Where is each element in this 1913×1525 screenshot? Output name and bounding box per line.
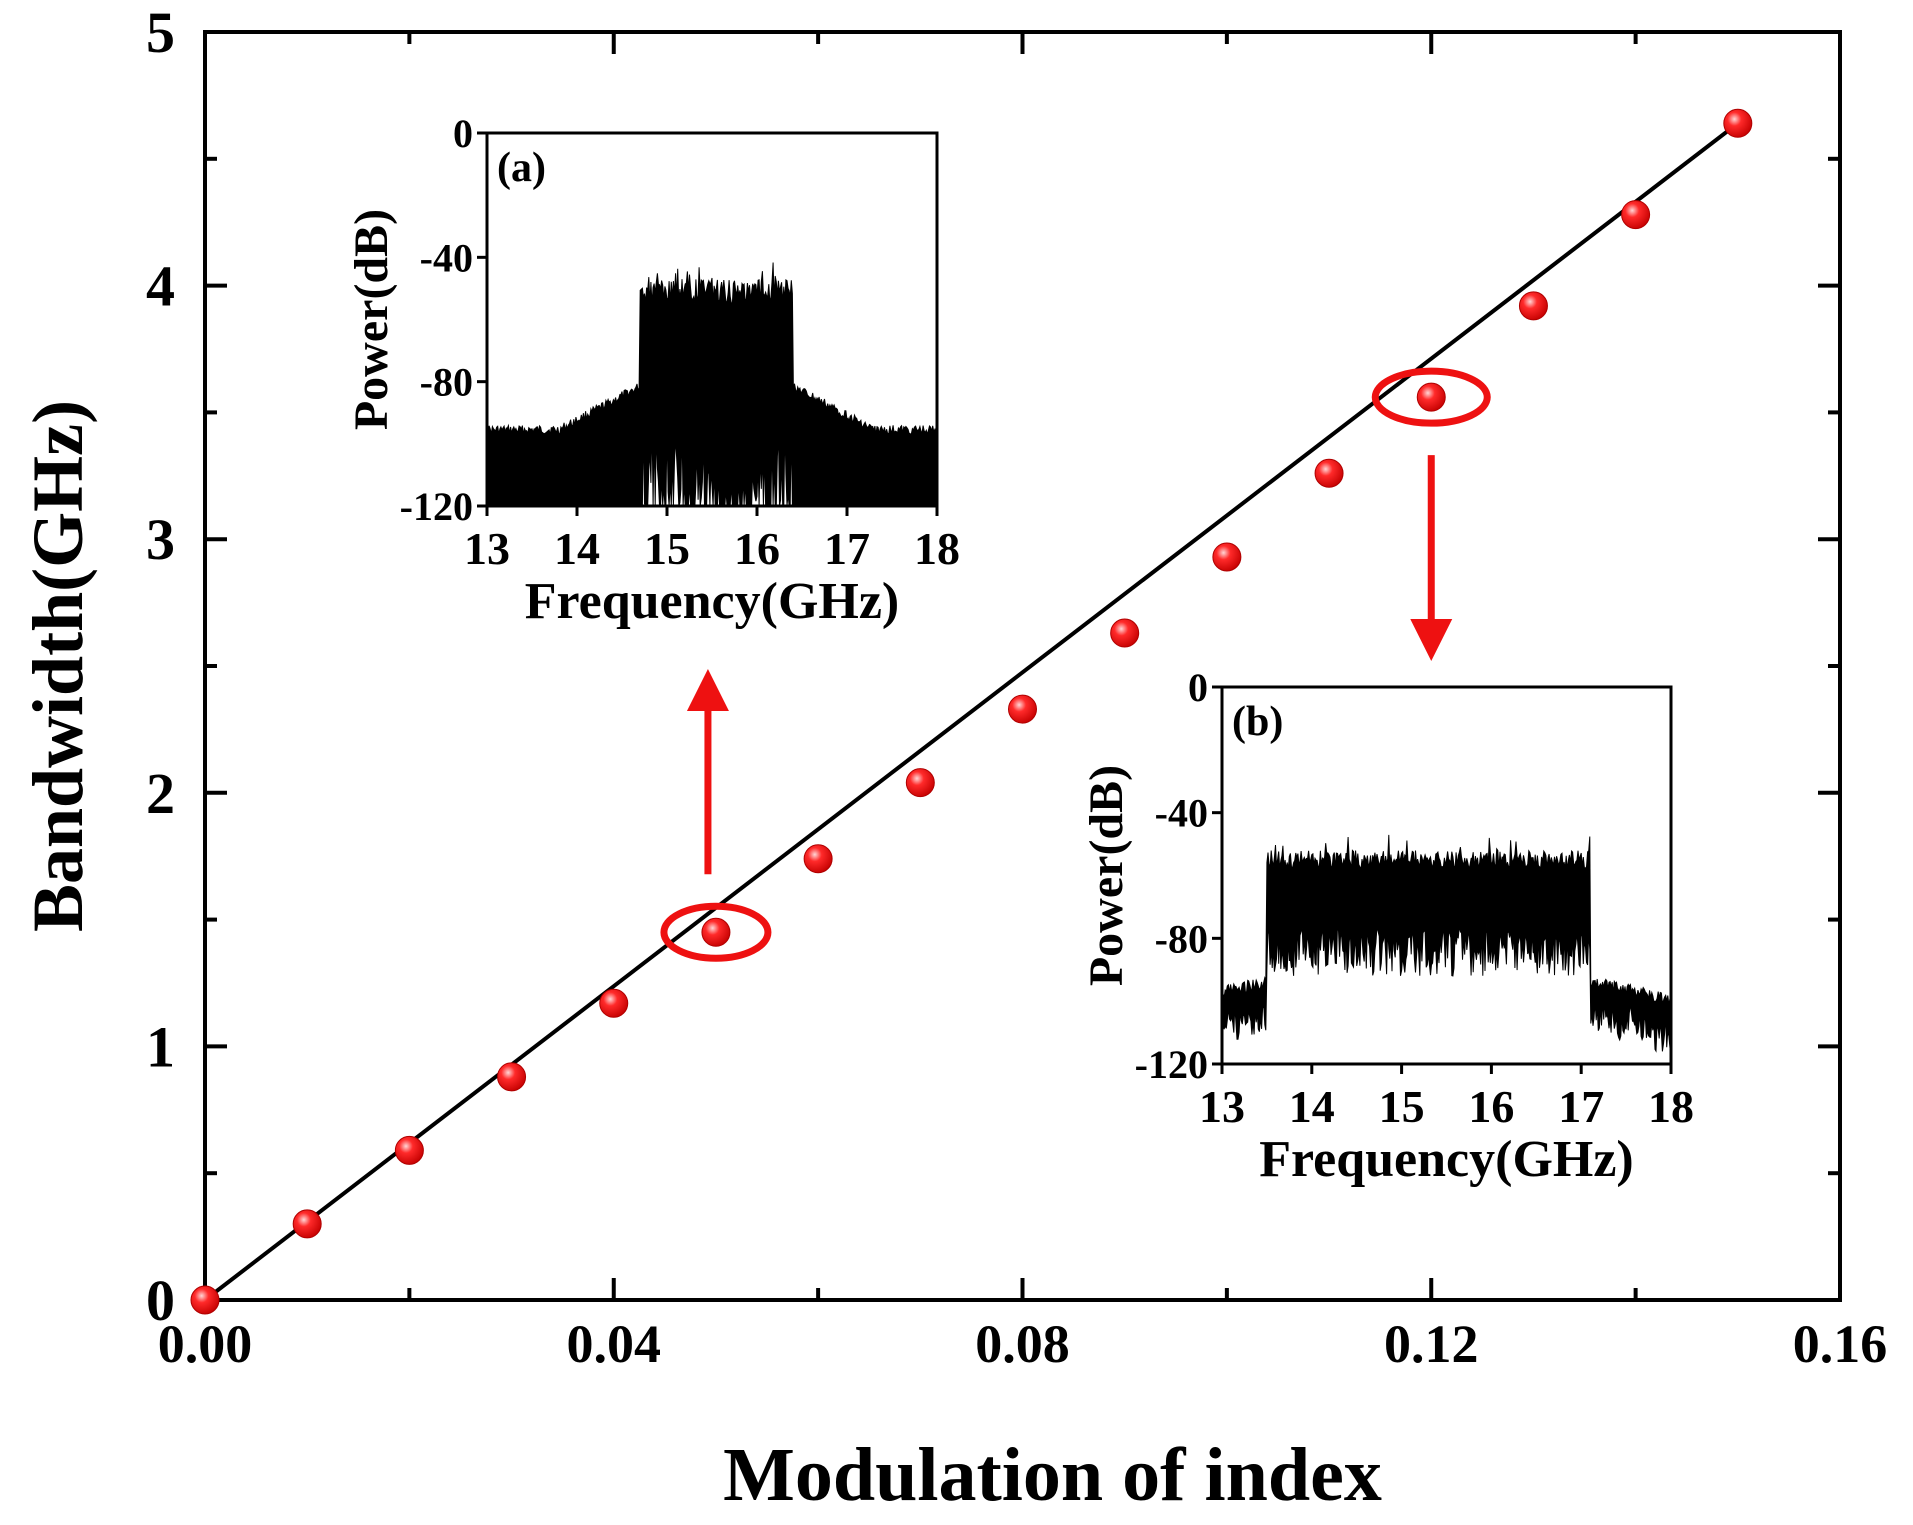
inset-y-tick-label: -40 xyxy=(1155,791,1208,836)
inset-y-tick-label: 0 xyxy=(1188,665,1208,710)
inset-b: 13 14 15 16 17 18 0 -40 -80 -120 Frequency(GHz) Pow… xyxy=(1080,665,1694,1188)
x-tick-label: 0.00 xyxy=(158,1314,253,1374)
inset-x-tick-label: 16 xyxy=(1468,1081,1514,1132)
data-point xyxy=(1723,108,1753,138)
data-point xyxy=(1212,542,1242,572)
data-point xyxy=(292,1209,322,1239)
data-point xyxy=(497,1062,527,1092)
inset-x-tick-label: 14 xyxy=(554,523,600,574)
inset-frame xyxy=(1220,685,1673,1066)
inset-x-tick-label: 13 xyxy=(1199,1081,1245,1132)
data-point xyxy=(1518,291,1548,321)
x-axis-title: Modulation of index xyxy=(723,1433,1382,1517)
data-point xyxy=(1416,382,1446,412)
inset-y-tick-label: 0 xyxy=(453,111,473,156)
y-tick-label: 4 xyxy=(146,254,175,319)
data-point xyxy=(1110,618,1140,648)
inset-x-axis-title: Frequency(GHz) xyxy=(525,573,900,630)
y-axis-title: Bandwidth(GHz) xyxy=(18,400,98,932)
inset-y-tick-label: -40 xyxy=(420,235,473,280)
inset-y-tick-label: -120 xyxy=(1135,1042,1208,1087)
data-point xyxy=(701,917,731,947)
highlight-ellipse-b xyxy=(1371,367,1491,427)
data-point xyxy=(599,988,629,1018)
y-tick-label: 2 xyxy=(146,761,175,826)
y-tick-label: 0 xyxy=(146,1268,175,1333)
y-tick-label: 3 xyxy=(146,507,175,572)
fit-line xyxy=(203,121,1740,1302)
inset-x-tick-label: 13 xyxy=(464,523,510,574)
inset-x-tick-label: 16 xyxy=(734,523,780,574)
inset-x-tick-label: 18 xyxy=(914,523,960,574)
inset-y-axis-title: Power(dB) xyxy=(1080,765,1133,986)
inset-a: 13 14 15 16 17 18 0 -40 -80 -120 Frequency(GHz) Pow… xyxy=(345,111,960,630)
inset-x-tick-label: 18 xyxy=(1648,1081,1694,1132)
x-tick-label: 0.16 xyxy=(1793,1314,1888,1374)
inset-panel-label: (a) xyxy=(497,145,546,191)
data-point xyxy=(1621,200,1651,230)
inset-panel-label: (b) xyxy=(1232,699,1283,745)
data-point xyxy=(1314,458,1344,488)
inset-y-tick-label: -120 xyxy=(400,484,473,529)
inset-frame xyxy=(485,131,939,508)
inset-x-tick-label: 15 xyxy=(1379,1081,1425,1132)
data-point xyxy=(1008,694,1037,724)
inset-x-axis-title: Frequency(GHz) xyxy=(1259,1131,1634,1188)
y-tick-label: 1 xyxy=(146,1014,175,1079)
inset-y-tick-label: -80 xyxy=(420,360,473,405)
inset-y-tick-label: -80 xyxy=(1155,916,1208,961)
x-tick-label: 0.04 xyxy=(567,1314,662,1374)
data-point xyxy=(394,1135,424,1165)
main-plot: 0.00 0.04 0.08 0.12 0.16 0 1 2 3 4 5 Modulation of … xyxy=(18,0,1887,1517)
inset-x-tick-label: 17 xyxy=(824,523,870,574)
y-tick-label: 5 xyxy=(146,0,175,65)
x-tick-label: 0.08 xyxy=(975,1314,1070,1374)
data-point xyxy=(905,768,935,798)
data-point xyxy=(803,844,833,874)
inset-x-tick-label: 15 xyxy=(644,523,690,574)
x-tick-label: 0.12 xyxy=(1384,1314,1479,1374)
data-point xyxy=(190,1285,220,1315)
highlight-ellipse-a xyxy=(660,902,772,962)
inset-x-tick-label: 14 xyxy=(1289,1081,1335,1132)
inset-y-axis-title: Power(dB) xyxy=(345,209,398,430)
inset-x-tick-label: 17 xyxy=(1558,1081,1604,1132)
